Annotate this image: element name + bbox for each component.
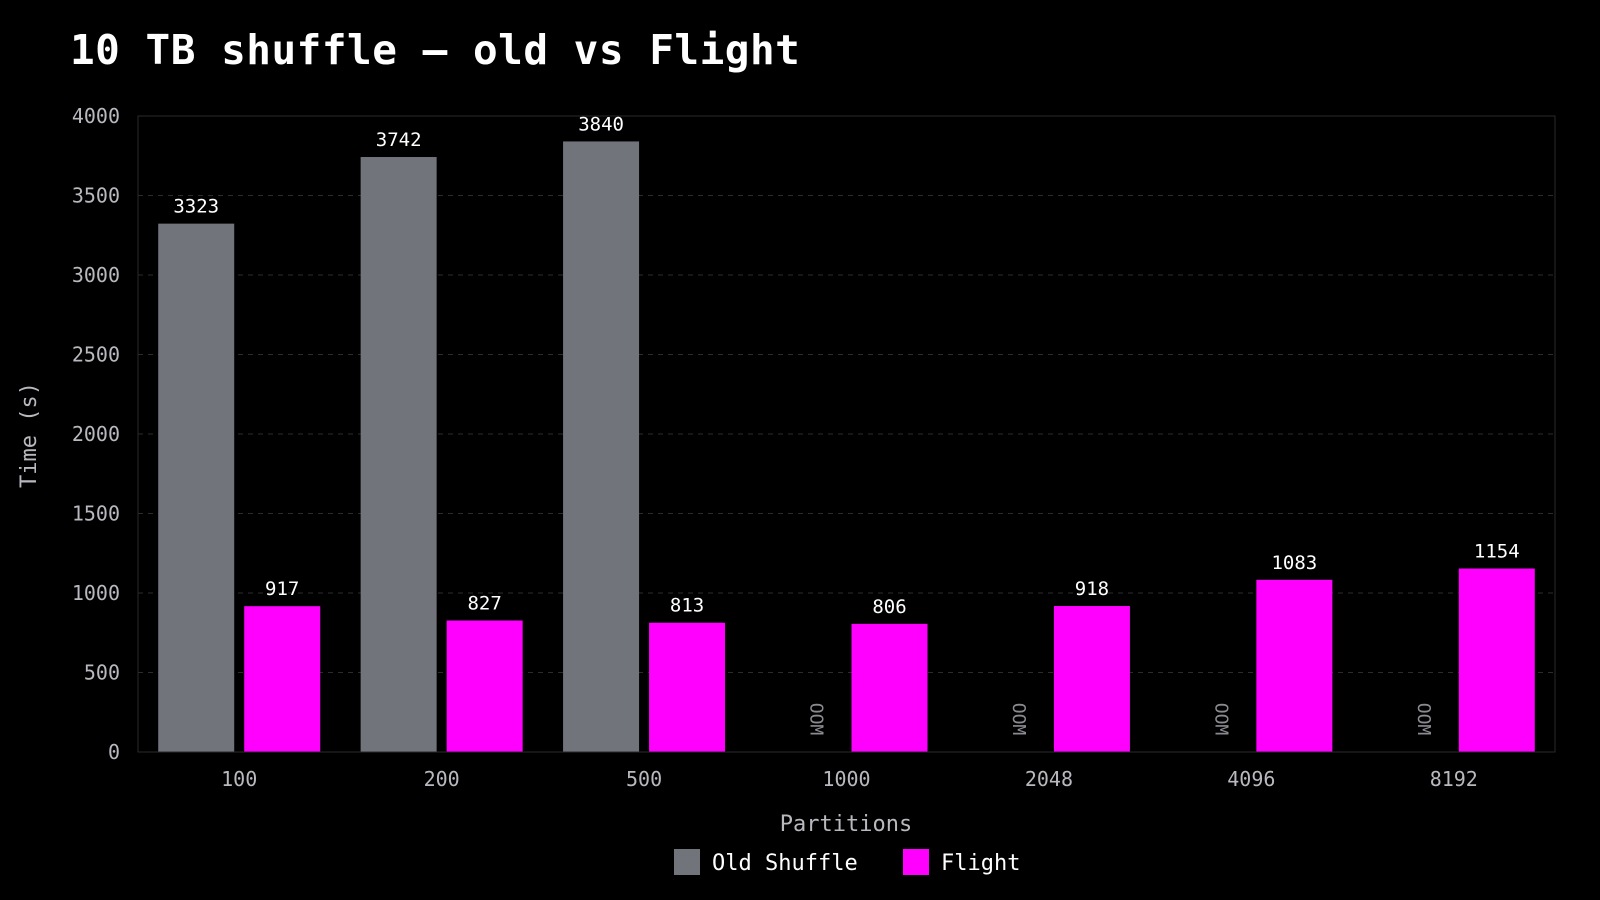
bar-value-label: 806 — [872, 596, 906, 618]
plot-area-border — [137, 115, 1556, 753]
legend-swatch — [903, 849, 929, 875]
x-tick-label: 4096 — [1227, 767, 1275, 791]
grid-lines — [138, 195, 1555, 673]
y-tick-label: 0 — [108, 740, 120, 764]
y-tick-label: 3500 — [72, 184, 120, 208]
y-tick-label: 4000 — [72, 104, 120, 128]
legend-label: Old Shuffle — [712, 851, 858, 876]
data-labels: 3323 917 3742 827 3840 813 OOM 806 OOM 918 OOM 1083… — [173, 113, 1519, 735]
bar-value-label: 3323 — [173, 196, 219, 218]
bar-value-label: 1083 — [1271, 552, 1317, 574]
bar-value-label: 3840 — [578, 113, 624, 135]
y-axis-title: Time (s) — [17, 382, 42, 488]
bar-value-label: 813 — [670, 595, 704, 617]
bar-old-shuffle — [563, 141, 640, 752]
chart-title: 10 TB shuffle — old vs Flight — [70, 26, 801, 74]
bar-flight — [649, 622, 726, 752]
bar-value-label: 3742 — [376, 129, 422, 151]
bar-flight — [446, 620, 523, 752]
missing-value-label: OOM — [806, 703, 827, 736]
bar-value-label: 917 — [265, 578, 299, 600]
x-tick-label: 1000 — [822, 767, 870, 791]
missing-value-label: OOM — [1008, 703, 1029, 736]
x-tick-label: 200 — [424, 767, 460, 791]
missing-value-label: OOM — [1413, 703, 1434, 736]
y-tick-label: 2500 — [72, 343, 120, 367]
bar-flight — [1458, 568, 1535, 752]
legend-swatch — [674, 849, 700, 875]
y-tick-label: 2000 — [72, 422, 120, 446]
bar-flight — [244, 606, 321, 752]
x-axis-title: Partitions — [780, 812, 912, 837]
y-tick-label: 500 — [84, 661, 120, 685]
x-tick-label: 2048 — [1025, 767, 1073, 791]
missing-value-label: OOM — [1210, 703, 1231, 736]
bar-old-shuffle — [158, 223, 235, 752]
bar-flight — [1256, 579, 1333, 752]
y-tick-label: 1000 — [72, 581, 120, 605]
y-tick-label: 3000 — [72, 263, 120, 287]
x-tick-label: 8192 — [1430, 767, 1478, 791]
bar-old-shuffle — [360, 157, 437, 753]
axes: 0 500 1000 1500 2000 2500 3000 3500 4000 100 200 50… — [72, 104, 1556, 791]
legend: Old Shuffle Flight — [674, 849, 1020, 876]
bar-flight — [1053, 606, 1130, 752]
x-tick-label: 100 — [221, 767, 257, 791]
bar-value-label: 918 — [1075, 578, 1109, 600]
bar-flight — [851, 623, 928, 752]
bar-value-label: 1154 — [1474, 541, 1520, 563]
bar-value-label: 827 — [467, 593, 501, 615]
x-tick-label: 500 — [626, 767, 662, 791]
y-tick-label: 1500 — [72, 502, 120, 526]
bars — [158, 141, 1535, 753]
legend-label: Flight — [941, 851, 1020, 876]
